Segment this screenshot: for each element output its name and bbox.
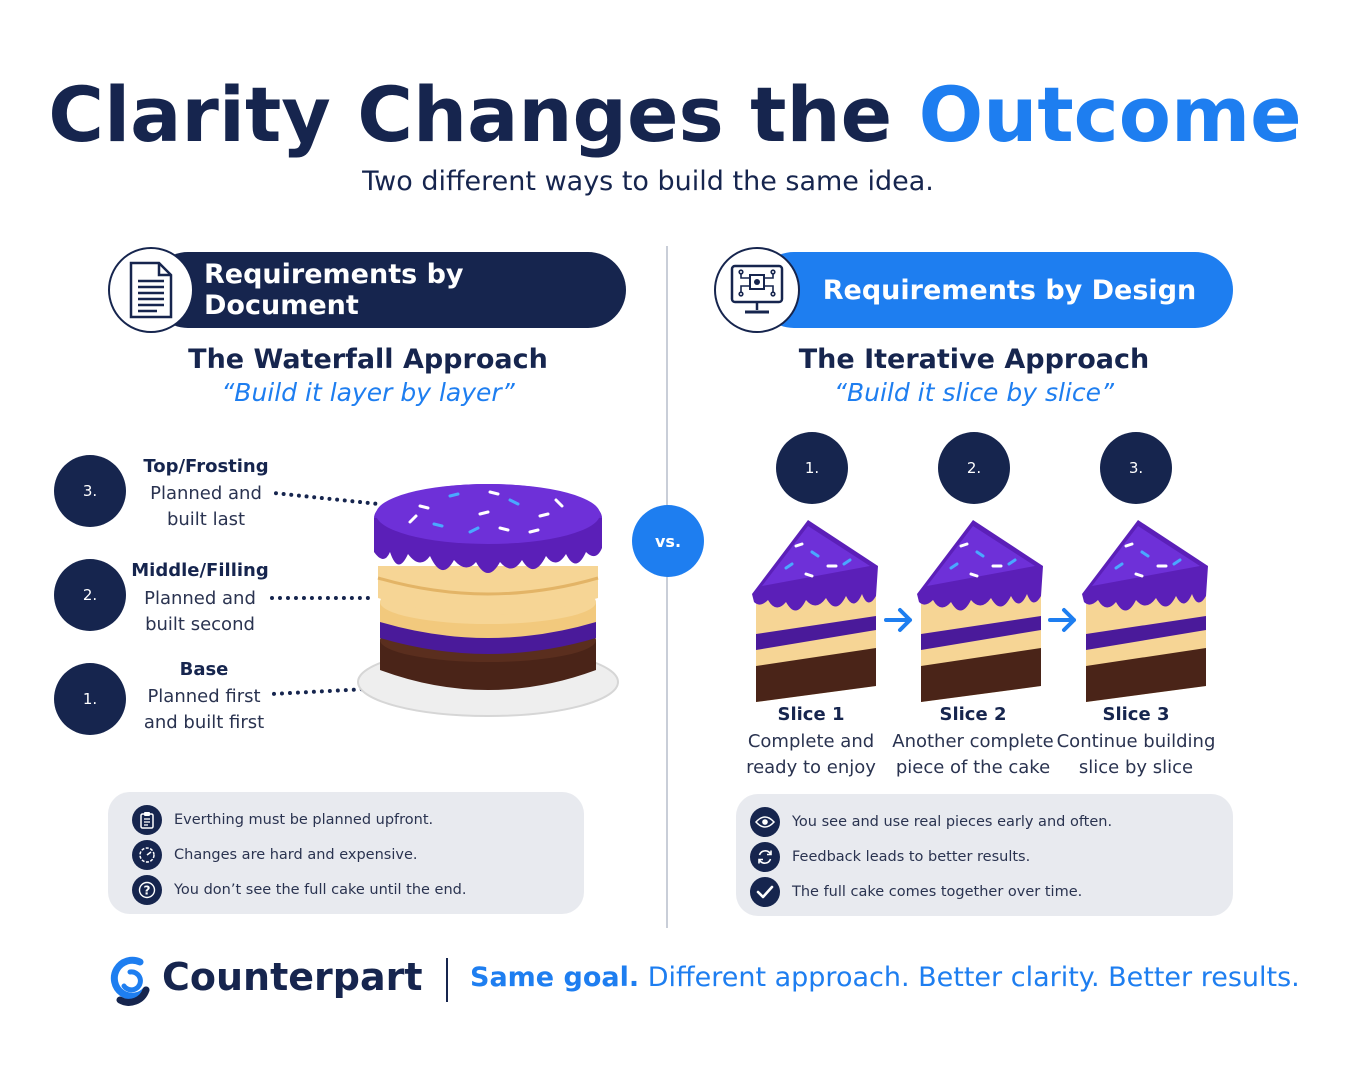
bullet-text: You see and use real pieces early and of… — [792, 813, 1113, 830]
slice-name-2: Slice 2 — [939, 704, 1007, 725]
checkmark-icon — [750, 876, 780, 907]
slice-1-illustration — [750, 518, 880, 704]
vs-badge: vs. — [632, 505, 704, 577]
bullet-text: Everthing must be planned upfront. — [174, 811, 434, 828]
question-icon: ? — [132, 874, 162, 905]
footer-separator — [446, 958, 448, 1002]
iterative-approach-title: The Iterative Approach — [798, 344, 1150, 375]
waterfall-approach-title: The Waterfall Approach — [188, 344, 548, 375]
bullet-item: Everthing must be planned upfront. — [132, 802, 584, 837]
bullet-item: The full cake comes together over time. — [750, 874, 1233, 909]
title-accent: Outcome — [918, 70, 1302, 159]
slice-number-2: 2. — [938, 432, 1010, 504]
slice-number-1: 1. — [776, 432, 848, 504]
tagline-rest: Different approach. Better clarity. Bett… — [639, 962, 1300, 993]
header-label: Requirements by Design — [822, 274, 1197, 306]
slice-number-3: 3. — [1100, 432, 1172, 504]
iterative-approach-quote: “Build it slice by slice” — [834, 378, 1114, 407]
iterative-benefits-box: You see and use real pieces early and of… — [736, 794, 1233, 916]
layer-desc-base: Planned first and built first — [143, 686, 265, 733]
refresh-icon — [750, 841, 780, 872]
layer-name-base: Base — [179, 659, 229, 680]
waterfall-drawbacks-box: Everthing must be planned upfront. Chang… — [108, 792, 584, 914]
header-label: Requirements by Document — [204, 259, 464, 321]
bullet-text: Feedback leads to better results. — [792, 848, 1031, 865]
layer-desc-middle: Planned and built second — [144, 588, 256, 635]
eye-icon — [750, 806, 780, 837]
arrow-right-icon — [884, 608, 912, 632]
gauge-icon — [132, 839, 162, 870]
svg-text:?: ? — [144, 883, 151, 897]
header-requirements-by-design: Requirements by Design — [756, 252, 1233, 328]
document-icon — [108, 247, 194, 333]
bullet-item: Feedback leads to better results. — [750, 839, 1233, 874]
slice-2-illustration — [915, 518, 1045, 704]
page-subtitle: Two different ways to build the same ide… — [362, 166, 934, 197]
header-requirements-by-document: Requirements by Document — [150, 252, 626, 328]
bullet-item: You see and use real pieces early and of… — [750, 804, 1233, 839]
layer-name-top: Top/Frosting — [143, 456, 269, 477]
brand-name: Counterpart — [162, 955, 423, 999]
leader-line-middle — [270, 596, 370, 600]
footer-tagline: Same goal. Different approach. Better cl… — [470, 962, 1300, 993]
center-divider — [666, 246, 668, 928]
layer-desc-top: Planned and built last — [150, 483, 262, 530]
tagline-bold: Same goal. — [470, 962, 640, 993]
slice-desc-2: Another complete piece of the cake — [892, 731, 1054, 778]
bullet-item: Changes are hard and expensive. — [132, 837, 584, 872]
title-main: Clarity Changes the — [48, 70, 893, 159]
slice-desc-3: Continue building slice by slice — [1056, 731, 1216, 778]
bullet-text: You don’t see the full cake until the en… — [174, 881, 467, 898]
layer-cake-illustration — [357, 484, 619, 717]
cake-slices-illustration — [750, 518, 1210, 704]
layer-name-middle: Middle/Filling — [131, 560, 269, 581]
layer-number-1: 1. — [54, 663, 126, 735]
bullet-item: ? You don’t see the full cake until the … — [132, 872, 584, 907]
page-title: Clarity Changes the Outcome — [0, 70, 1350, 159]
waterfall-approach-quote: “Build it layer by layer” — [221, 378, 515, 407]
slice-desc-1: Complete and ready to enjoy — [746, 731, 876, 778]
bullet-text: Changes are hard and expensive. — [174, 846, 418, 863]
slice-3-illustration — [1080, 518, 1210, 704]
bullet-text: The full cake comes together over time. — [792, 883, 1083, 900]
counterpart-logo-icon — [110, 956, 150, 1006]
clipboard-icon — [132, 804, 162, 835]
slice-name-1: Slice 1 — [777, 704, 845, 725]
layer-number-3: 3. — [54, 455, 126, 527]
monitor-icon — [714, 247, 800, 333]
slice-name-3: Slice 3 — [1102, 704, 1170, 725]
layer-number-2: 2. — [54, 559, 126, 631]
arrow-right-icon — [1048, 608, 1076, 632]
